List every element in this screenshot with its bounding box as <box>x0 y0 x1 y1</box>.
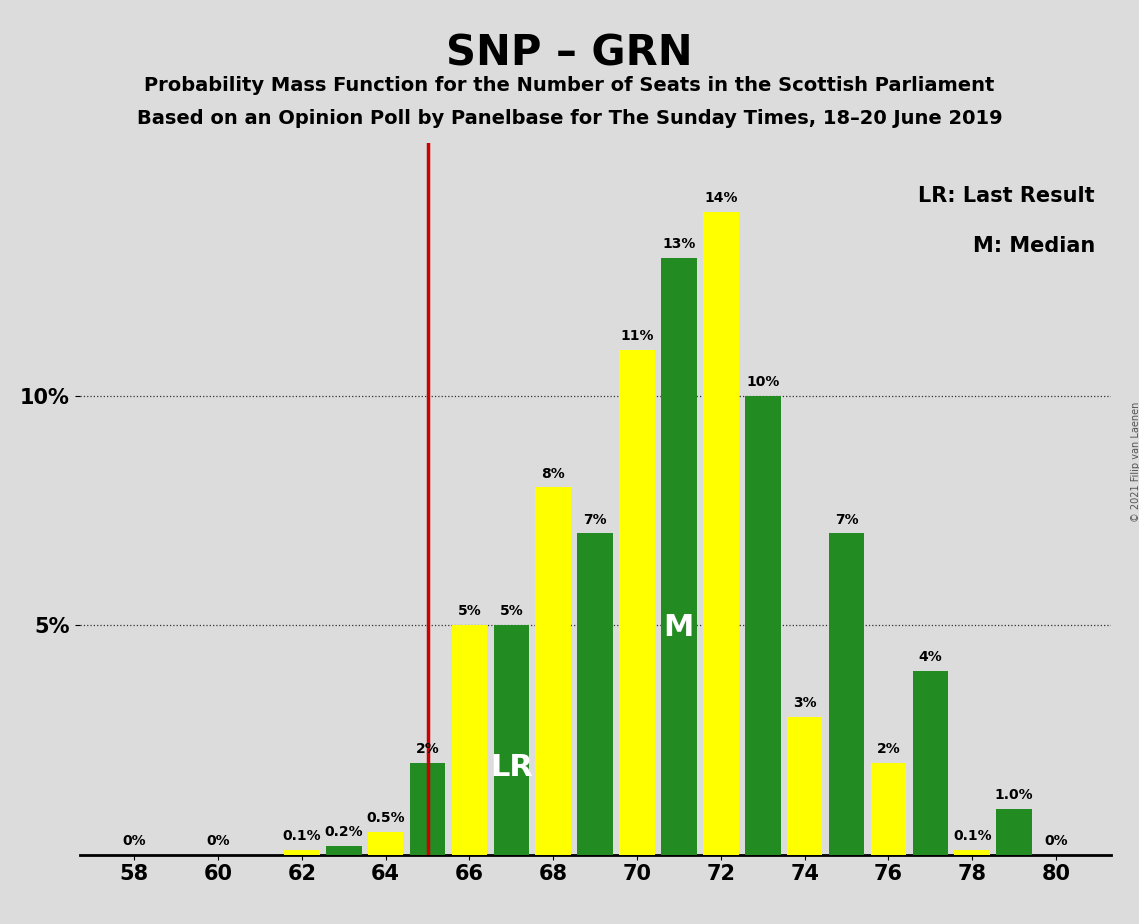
Text: 10%: 10% <box>746 375 779 389</box>
Text: 11%: 11% <box>621 329 654 343</box>
Text: 0.1%: 0.1% <box>953 829 992 844</box>
Text: 0.2%: 0.2% <box>325 824 363 839</box>
Text: 5%: 5% <box>499 604 523 618</box>
Bar <box>870 763 907 855</box>
Text: 5%: 5% <box>458 604 482 618</box>
Text: 2%: 2% <box>877 742 900 756</box>
Bar <box>912 671 948 855</box>
Text: 4%: 4% <box>918 650 942 664</box>
Bar <box>787 717 822 855</box>
Text: M: M <box>664 614 694 642</box>
Text: 1.0%: 1.0% <box>994 788 1033 802</box>
Bar <box>577 533 613 855</box>
Text: © 2021 Filip van Laenen: © 2021 Filip van Laenen <box>1131 402 1139 522</box>
Bar <box>997 808 1032 855</box>
Text: Probability Mass Function for the Number of Seats in the Scottish Parliament: Probability Mass Function for the Number… <box>145 76 994 95</box>
Text: M: Median: M: Median <box>973 236 1095 256</box>
Bar <box>703 213 739 855</box>
Text: 0%: 0% <box>1044 833 1068 848</box>
Bar <box>745 395 780 855</box>
Bar <box>661 258 697 855</box>
Text: 0%: 0% <box>122 833 146 848</box>
Text: LR: Last Result: LR: Last Result <box>918 186 1095 206</box>
Text: 13%: 13% <box>662 237 696 251</box>
Bar <box>326 845 361 855</box>
Bar <box>451 626 487 855</box>
Bar <box>493 626 530 855</box>
Bar <box>284 850 320 855</box>
Bar <box>535 488 571 855</box>
Text: Based on an Opinion Poll by Panelbase for The Sunday Times, 18–20 June 2019: Based on an Opinion Poll by Panelbase fo… <box>137 109 1002 128</box>
Text: 7%: 7% <box>835 513 859 527</box>
Text: 8%: 8% <box>541 467 565 480</box>
Bar <box>620 350 655 855</box>
Bar <box>410 763 445 855</box>
Bar <box>829 533 865 855</box>
Text: 3%: 3% <box>793 696 817 711</box>
Bar <box>368 832 403 855</box>
Bar <box>954 850 990 855</box>
Text: 2%: 2% <box>416 742 440 756</box>
Text: LR: LR <box>490 753 533 782</box>
Text: 14%: 14% <box>704 191 738 205</box>
Text: 7%: 7% <box>583 513 607 527</box>
Text: SNP – GRN: SNP – GRN <box>446 32 693 74</box>
Text: 0.1%: 0.1% <box>282 829 321 844</box>
Text: 0%: 0% <box>206 833 230 848</box>
Text: 0.5%: 0.5% <box>367 811 405 825</box>
